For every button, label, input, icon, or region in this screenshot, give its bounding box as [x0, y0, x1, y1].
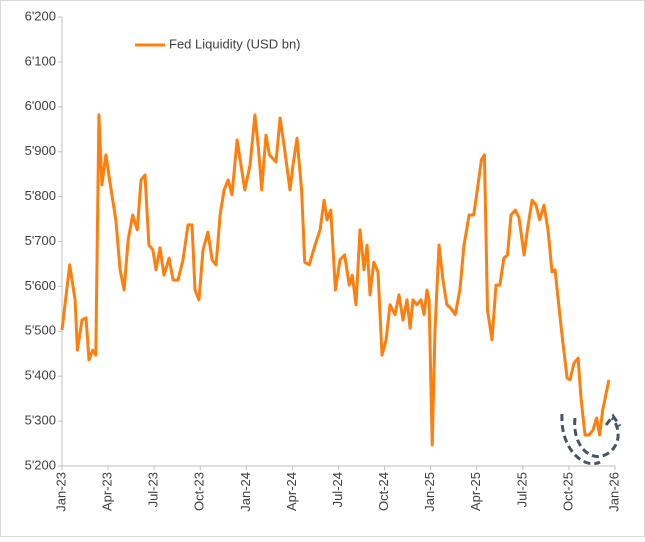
x-tick-label: Oct-23	[192, 472, 207, 511]
x-tick-label: Apr-25	[468, 472, 483, 511]
highlight-arcs	[560, 413, 622, 466]
y-tick-label: 5'900	[25, 143, 56, 158]
x-tick-label: Apr-24	[284, 472, 299, 511]
y-tick-label: 5'700	[25, 233, 56, 248]
dashed-arc	[560, 413, 601, 466]
y-tick-label: 5'300	[25, 413, 56, 428]
x-tick-label: Jul-25	[514, 472, 529, 507]
y-tick-label: 5'600	[25, 278, 56, 293]
y-tick-label: 6'000	[25, 98, 56, 113]
x-tick-label: Jul-23	[146, 472, 161, 507]
arrow-head	[604, 413, 622, 427]
x-tick-label: Oct-24	[376, 472, 391, 511]
data-line	[60, 113, 611, 447]
y-tick-label: 6'200	[25, 8, 56, 23]
y-tick-label: 5'800	[25, 188, 56, 203]
y-tick-label: 5'400	[25, 368, 56, 383]
x-tick-label: Apr-23	[100, 472, 115, 511]
y-tick-label: 6'100	[25, 53, 56, 68]
x-tick-label: Jul-24	[330, 472, 345, 507]
x-tick-label: Jan-23	[53, 472, 68, 512]
y-tick-label: 5'500	[25, 323, 56, 338]
legend-label: Fed Liquidity (USD bn)	[169, 36, 301, 51]
x-tick-label: Jan-26	[606, 472, 621, 512]
x-tick-label: Oct-25	[560, 472, 575, 511]
x-tick-label: Jan-25	[422, 472, 437, 512]
dashed-arc	[573, 417, 620, 458]
y-tick-label: 5'200	[25, 457, 56, 472]
x-tick-label: Jan-24	[238, 472, 253, 512]
